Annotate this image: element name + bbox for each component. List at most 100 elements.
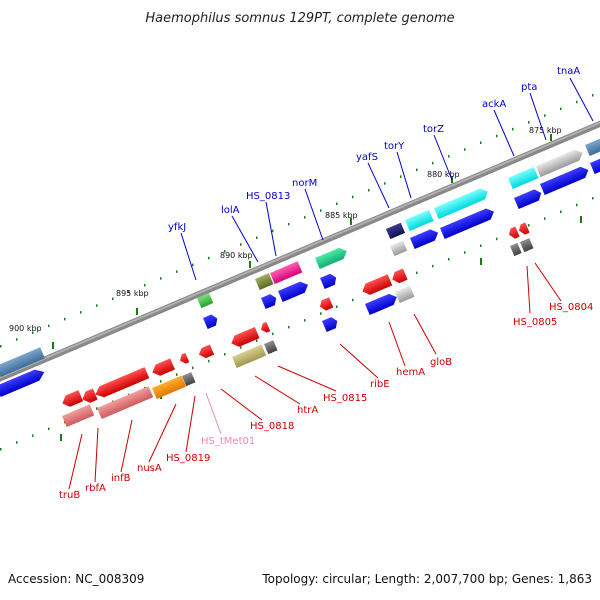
gene-red-hs0815[interactable] [318,297,334,312]
tick-minor [224,250,226,253]
gene-steel-1[interactable] [0,347,45,378]
gene-blue-1[interactable] [0,366,47,398]
gene-green-yfkj[interactable] [197,292,214,309]
gene-label-tnaa[interactable]: tnaA [557,66,580,77]
gene-red-infb[interactable] [93,367,150,400]
gene-label-norm[interactable]: norM [292,178,317,189]
gene-label-glob[interactable]: gloB [430,357,452,368]
gene-navy-yafs[interactable] [386,222,406,240]
gene-blue-8[interactable] [410,227,440,250]
tick-minor [304,216,306,219]
gene-cyan-acka[interactable] [507,167,539,190]
tick-minor [192,263,194,267]
gene-cyan-torz[interactable] [434,186,490,220]
tick-label-890: 890 kbp [220,251,253,260]
tick-major [60,434,62,441]
tick-minor [592,196,594,200]
gene-label-yafs[interactable]: yafS [356,152,378,163]
gene-label-rbfa[interactable]: rbfA [85,483,106,494]
gene-khaki-htra[interactable] [232,344,267,369]
gene-blue-11[interactable] [540,164,591,196]
gene-blue-3[interactable] [261,293,279,310]
gene-label-torz[interactable]: torZ [423,124,444,135]
gene-dark-4[interactable] [520,238,534,253]
leader-lines-top [180,77,594,281]
tick-minor [288,325,290,329]
gene-blue-5[interactable] [320,272,338,290]
tick-minor [560,210,562,214]
tick-minor [48,324,50,328]
gene-label-hs0804[interactable]: HS_0804 [549,302,593,313]
tick-minor [272,229,274,233]
tick-label-880: 880 kbp [427,170,460,179]
gene-blue-2[interactable] [203,313,220,330]
tick-major [580,216,582,223]
gene-red-hs0805[interactable] [507,226,520,240]
gene-label-trub[interactable]: truB [59,490,80,501]
gene-label-hema[interactable]: hemA [396,367,425,378]
gene-label-tory[interactable]: torY [384,141,405,152]
gene-label-yfkj[interactable]: yfkJ [168,222,186,233]
gene-label-hs0813[interactable]: HS_0813 [246,191,290,202]
tick-minor [48,427,50,431]
gene-salmon-2[interactable] [97,386,154,420]
gene-blue-12[interactable] [590,153,600,175]
gene-cyan-tory[interactable] [405,209,434,232]
gene-label-ribe[interactable]: ribE [370,379,390,390]
gene-red-nusa[interactable] [150,358,175,378]
gene-red-hs0818[interactable] [229,327,260,349]
accession-text: Accession: NC_008309 [8,572,145,586]
gene-red-small-2[interactable] [197,344,215,361]
tick-minor [528,224,530,227]
gene-label-hs0818[interactable]: HS_0818 [250,421,294,432]
gene-label-hstmet01[interactable]: HS_tMet01 [201,436,255,447]
tick-major [350,218,352,225]
map-title: Haemophilus somnus 129PT, complete genom… [145,11,454,26]
gene-salmon-1[interactable] [62,404,95,428]
gene-gray-pta[interactable] [536,147,585,178]
gene-label-nusa[interactable]: nusA [137,463,162,474]
gene-label-infb[interactable]: infB [111,473,131,484]
gene-red-small-1[interactable] [178,352,190,365]
tick-minor [208,359,210,363]
tick-major [136,308,138,315]
tick-minor [528,121,530,124]
gene-red-rbfa[interactable] [80,388,98,406]
gene-pink-hs0813[interactable] [270,261,303,285]
gene-red-small-3[interactable] [259,321,271,334]
gene-label-acka[interactable]: ackA [482,99,506,110]
gene-dark-3[interactable] [510,242,522,257]
gene-gray-2[interactable] [390,240,408,257]
tick-minor [16,338,18,341]
gene-label-htra[interactable]: htrA [297,405,318,416]
gene-gray-glob[interactable] [395,285,415,304]
gene-label-hs0819[interactable]: HS_0819 [166,453,210,464]
tick-minor [576,100,578,104]
tick-minor [240,346,242,349]
tick-minor [160,277,162,280]
gene-blue-7[interactable] [365,291,399,316]
gene-blue-9[interactable] [440,206,496,240]
gene-steel-tnaa[interactable] [585,133,600,157]
tick-minor [192,366,194,370]
gene-label-lola[interactable]: lolA [221,205,240,216]
gene-olive-lola[interactable] [255,273,274,291]
tick-minor [416,168,418,172]
gene-red-trub[interactable] [60,390,84,409]
gene-red-hs0804[interactable] [517,222,530,236]
gene-red-ribe[interactable] [360,274,393,297]
gene-blue-6[interactable] [322,316,340,333]
gene-blue-4[interactable] [278,279,310,303]
gene-blue-10[interactable] [514,187,544,210]
gene-red-hema[interactable] [390,268,408,286]
gene-label-hs0815[interactable]: HS_0815 [323,393,367,404]
gene-orange-hs0819[interactable] [152,375,187,400]
gene-label-hs0805[interactable]: HS_0805 [513,317,557,328]
leader-line-tmet [205,392,222,435]
gene-label-pta[interactable]: pta [521,82,537,93]
gene-dark-1[interactable] [182,372,196,387]
tick-minor [480,141,482,144]
gene-green-norm[interactable] [315,245,349,270]
gene-dark-2[interactable] [264,340,278,355]
